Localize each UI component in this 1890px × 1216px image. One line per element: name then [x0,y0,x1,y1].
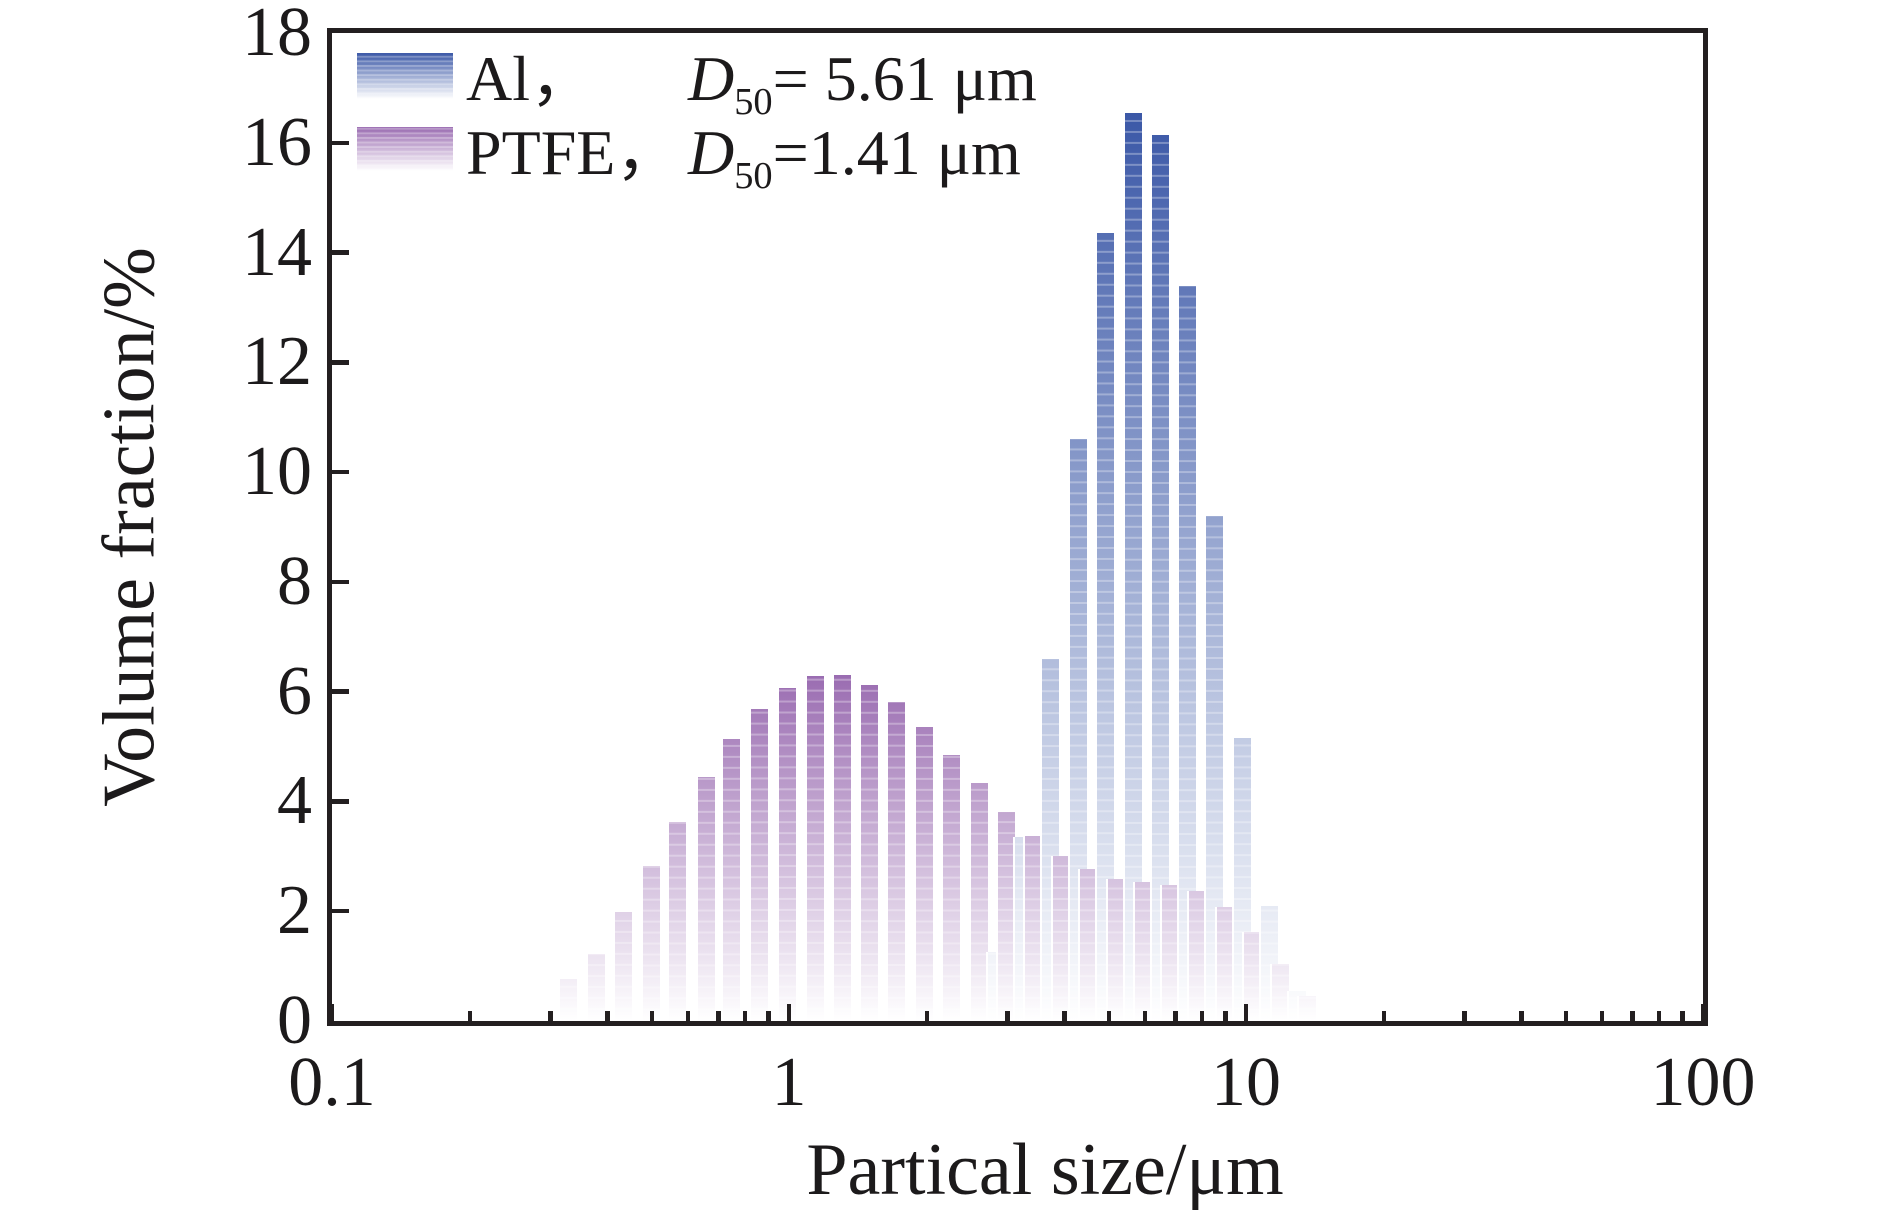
ptfe-bar [941,754,963,1021]
al-bar [1122,112,1144,1021]
ptfe-bar [804,676,826,1021]
x-minor-tick [649,1011,655,1021]
legend-label-al: Al， [466,43,594,114]
y-tick-label: 14 [242,213,312,291]
x-minor-tick [1142,1011,1148,1021]
al-bar [1204,516,1226,1021]
al-bar [1177,285,1199,1021]
x-minor-tick [1106,1011,1112,1021]
ptfe-bar [886,702,908,1021]
ptfe-bar [696,776,718,1021]
x-minor-tick [1062,1011,1067,1021]
y-major-tick [332,469,349,475]
y-major-tick [332,689,349,694]
x-minor-tick [1462,1011,1467,1021]
y-major-tick [332,360,349,365]
legend-label-ptfe: PTFE， [466,117,680,188]
ptfe-bar [748,709,770,1021]
legend-swatch-al [357,53,453,99]
al-bar [1095,233,1117,1021]
ptfe-bar [832,675,854,1021]
y-tick-label: 10 [242,433,312,511]
x-minor-tick [1519,1011,1524,1021]
d50-symbol: D [688,117,735,188]
x-major-tick [329,1004,335,1021]
y-major-tick [332,579,349,585]
ptfe-bar [776,688,798,1021]
legend-swatch-ptfe [357,127,453,171]
y-tick-label: 4 [277,762,312,840]
x-minor-tick [766,1011,771,1021]
ptfe-bar [914,726,936,1021]
d50-symbol: D [688,43,735,114]
ptfe-bar [640,865,662,1021]
ptfe-bar [968,782,990,1021]
x-minor-tick [742,1011,748,1021]
ptfe-bar [558,979,580,1021]
x-minor-tick [605,1011,610,1021]
x-major-tick [1243,1004,1249,1021]
y-tick-label: 12 [242,323,312,401]
x-minor-tick [1223,1011,1228,1021]
d50-value: = 5.61 μm [772,43,1037,114]
y-major-tick [332,250,349,255]
x-minor-tick [1563,1011,1569,1021]
ptfe-bar [858,685,880,1021]
ptfe-bar [1296,996,1318,1021]
al-bar [1149,134,1171,1021]
y-tick-label: 16 [242,103,312,181]
y-tick-label: 0 [277,982,312,1059]
legend-d50-ptfe: D50=1.41 μm [688,117,1021,195]
x-major-tick [786,1004,792,1021]
y-tick-label: 8 [277,542,312,620]
plot-frame [327,28,1708,1026]
d50-value: =1.41 μm [772,117,1021,188]
x-tick-label: 1 [771,1044,807,1121]
d50-subscript: 50 [734,80,773,123]
x-tick-label: 10 [1211,1044,1281,1121]
x-minor-tick [1199,1011,1205,1021]
x-tick-label: 0.1 [288,1044,376,1121]
x-minor-tick [548,1011,553,1021]
x-major-tick [1700,1004,1706,1021]
ptfe-bar [586,954,608,1021]
x-minor-tick [1630,1011,1635,1021]
x-minor-tick [467,1011,473,1021]
y-major-tick [332,908,349,914]
x-minor-tick [1173,1011,1178,1021]
y-major-tick [332,140,349,146]
x-minor-tick [685,1011,691,1021]
y-major-tick [332,799,349,804]
x-minor-tick [1005,1011,1010,1021]
d50-subscript: 50 [734,154,773,197]
ptfe-bar [721,738,743,1021]
x-minor-tick [1599,1011,1605,1021]
x-axis-title: Partical size/μm [806,1129,1284,1211]
x-minor-tick [1381,1011,1387,1021]
x-minor-tick [1656,1011,1662,1021]
plot-area [329,33,1706,1021]
y-tick-label: 2 [277,872,312,950]
x-tick-label: 100 [1650,1044,1756,1121]
x-minor-tick [1680,1011,1685,1021]
y-tick-label: 6 [277,652,312,730]
ptfe-bar [666,821,688,1021]
x-minor-tick [924,1011,930,1021]
y-tick-label: 18 [242,0,312,71]
x-minor-tick [716,1011,721,1021]
ptfe-bar [613,912,635,1021]
legend-d50-al: D50= 5.61 μm [688,43,1037,121]
